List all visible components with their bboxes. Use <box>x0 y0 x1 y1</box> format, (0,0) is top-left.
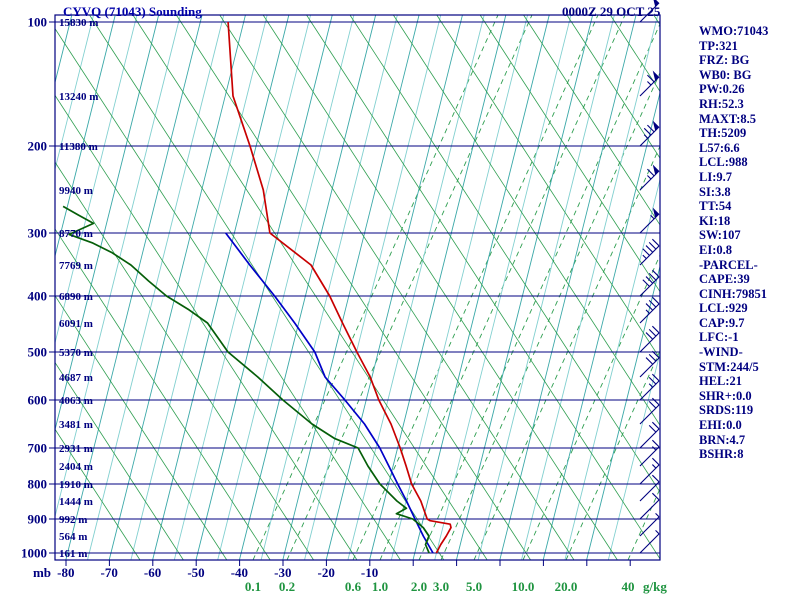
svg-text:-50: -50 <box>187 565 204 580</box>
svg-text:100: 100 <box>28 15 48 30</box>
svg-text:15830 m: 15830 m <box>59 17 98 29</box>
parameter-line: HEL:21 <box>699 374 743 389</box>
svg-text:8770 m: 8770 m <box>59 228 93 240</box>
parameter-line: TT:54 <box>699 199 732 214</box>
svg-text:700: 700 <box>28 441 48 456</box>
svg-text:161 m: 161 m <box>59 548 87 560</box>
svg-text:-80: -80 <box>57 565 74 580</box>
parameter-line: -PARCEL- <box>699 257 758 272</box>
parameter-line: SI:3.8 <box>699 184 731 199</box>
parameter-line: LCL:929 <box>699 301 748 316</box>
svg-text:0.2: 0.2 <box>279 579 295 594</box>
parameter-line: CAP:9.7 <box>699 315 745 330</box>
parameter-line: WMO:71043 <box>699 24 769 38</box>
parameter-line: CAPE:39 <box>699 272 750 287</box>
parameter-line: STM:244/5 <box>699 359 759 374</box>
parameter-line: CINH:79851 <box>699 286 768 301</box>
svg-text:-10: -10 <box>361 565 378 580</box>
svg-text:2.0: 2.0 <box>411 579 427 594</box>
mixing-ratio-labels: 0.1 0.2 0.6 1.0 2.0 3.0 5.0 10.0 20.0 40 g/kg <box>245 579 667 594</box>
parameter-line: LI:9.7 <box>699 169 732 184</box>
svg-text:7769 m: 7769 m <box>59 260 93 272</box>
svg-text:13240 m: 13240 m <box>59 91 98 103</box>
parameter-line: LCL:988 <box>699 155 748 170</box>
dewpoint-trace <box>62 205 430 554</box>
svg-text:992 m: 992 m <box>59 514 87 526</box>
svg-text:2404 m: 2404 m <box>59 461 93 473</box>
wetbulb-trace <box>225 232 434 554</box>
parameter-line: TH:5209 <box>699 126 747 141</box>
parameter-line: BSHR:8 <box>699 447 744 462</box>
parameter-line: KI:18 <box>699 213 731 228</box>
svg-text:800: 800 <box>28 477 48 492</box>
svg-text:-60: -60 <box>144 565 161 580</box>
svg-text:-40: -40 <box>231 565 248 580</box>
svg-text:11380 m: 11380 m <box>59 141 98 153</box>
chart-frame <box>54 14 661 561</box>
svg-text:40: 40 <box>622 579 635 594</box>
parameter-line: RH:52.3 <box>699 96 744 111</box>
parameter-line: SRDS:119 <box>699 403 754 418</box>
svg-text:2931 m: 2931 m <box>59 443 93 455</box>
svg-text:6091 m: 6091 m <box>59 318 93 330</box>
svg-text:300: 300 <box>28 226 48 241</box>
svg-text:4063 m: 4063 m <box>59 395 93 407</box>
height-labels: 15830 m 13240 m 11380 m 9940 m 8770 m 7769 m 6… <box>59 17 98 560</box>
svg-text:600: 600 <box>28 393 48 408</box>
svg-text:-70: -70 <box>101 565 118 580</box>
svg-text:1910 m: 1910 m <box>59 479 93 491</box>
svg-text:1000: 1000 <box>21 546 47 561</box>
parameter-line: PW:0.26 <box>699 82 745 97</box>
svg-text:10.0: 10.0 <box>512 579 535 594</box>
parameter-line: L57:6.6 <box>699 140 740 155</box>
dry-adiabat-lines <box>55 15 660 560</box>
parameter-line: -WIND- <box>699 345 743 360</box>
svg-text:0.1: 0.1 <box>245 579 261 594</box>
svg-text:-20: -20 <box>318 565 335 580</box>
parameter-line: FRZ: BG <box>699 53 750 68</box>
svg-text:mb: mb <box>33 565 51 580</box>
svg-text:6890 m: 6890 m <box>59 291 93 303</box>
parameter-line: MAXT:8.5 <box>699 111 757 126</box>
svg-text:200: 200 <box>28 139 48 154</box>
svg-text:4687 m: 4687 m <box>59 372 93 384</box>
svg-text:3.0: 3.0 <box>433 579 449 594</box>
axis-ticks <box>49 21 631 566</box>
svg-text:400: 400 <box>28 289 48 304</box>
parameter-line: TP:321 <box>699 38 738 53</box>
svg-text:3481 m: 3481 m <box>59 419 93 431</box>
parameter-line: EI:0.8 <box>699 242 732 257</box>
svg-text:5.0: 5.0 <box>466 579 482 594</box>
svg-text:20.0: 20.0 <box>555 579 578 594</box>
svg-text:500: 500 <box>28 345 48 360</box>
svg-text:1.0: 1.0 <box>372 579 388 594</box>
parameter-line: WB0: BG <box>699 67 752 82</box>
parameter-panel: WMO:71043 TP:321 FRZ: BG WB0: BG PW:0.26 RH:5… <box>699 24 799 462</box>
svg-text:0.6: 0.6 <box>345 579 362 594</box>
chart-datetime: 0000Z 29 OCT 25 <box>562 4 661 19</box>
temperature-trace <box>227 21 452 554</box>
isotherm-lines <box>55 15 660 560</box>
chart-title: CYVQ (71043) Sounding <box>63 4 202 19</box>
pressure-axis-labels: 100 200 300 400 500 600 700 800 900 1000 mb <box>21 15 51 581</box>
svg-text:564 m: 564 m <box>59 531 87 543</box>
parameter-line: EHI:0.0 <box>699 418 742 433</box>
parameter-line: BRN:4.7 <box>699 432 746 447</box>
parameter-line: SHR+:0.0 <box>699 388 752 403</box>
svg-text:g/kg: g/kg <box>643 579 667 594</box>
svg-text:900: 900 <box>28 512 48 527</box>
svg-text:9940 m: 9940 m <box>59 185 93 197</box>
parameter-line: LFC:-1 <box>699 330 739 345</box>
svg-text:5370 m: 5370 m <box>59 347 93 359</box>
temp-axis-labels: -80 -70 -60 -50 -40 -30 -20 -10 <box>57 565 378 580</box>
svg-text:1444 m: 1444 m <box>59 496 93 508</box>
wind-barbs <box>639 0 660 554</box>
parameter-line: SW:107 <box>699 228 741 243</box>
svg-text:-30: -30 <box>274 565 291 580</box>
